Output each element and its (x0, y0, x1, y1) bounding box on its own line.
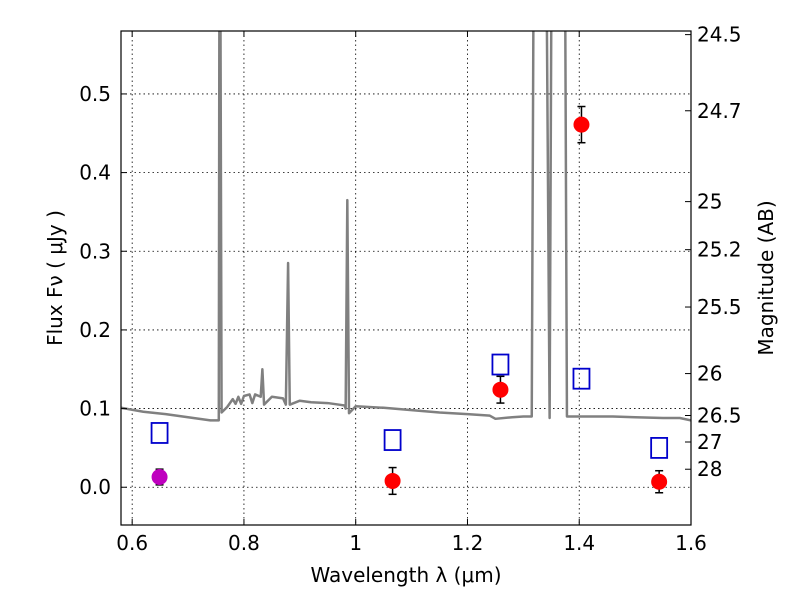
y2-tick-label: 25.5 (697, 295, 742, 319)
plot-frame (120, 30, 692, 526)
x-tick-label: 0.8 (228, 531, 260, 555)
model-photometry-square (383, 429, 402, 451)
y2-tick-label: 26 (697, 362, 722, 386)
y2-axis-label: Magnitude (AB) (754, 200, 778, 355)
observed-flux-point (651, 473, 668, 490)
y-tick-label: 0.3 (79, 239, 111, 263)
y-axis-label: Flux Fν ( μJy ) (43, 210, 67, 346)
model-photometry-square (572, 367, 591, 390)
y2-tick-label: 24.5 (697, 23, 742, 47)
x-tick-label: 1.2 (452, 531, 484, 555)
observed-flux-point (384, 472, 401, 489)
x-tick-label: 1 (349, 531, 362, 555)
y-tick-label: 0.0 (79, 475, 111, 499)
y2-tick-label: 26.5 (697, 404, 742, 428)
x-tick-label: 1.4 (563, 531, 595, 555)
y2-tick-label: 25 (697, 190, 722, 214)
points-layer (150, 105, 669, 496)
model-photometry-square (650, 437, 669, 459)
y2-tick-label: 25.2 (697, 238, 742, 262)
x-tick-label: 1.6 (675, 531, 707, 555)
observed-flux-point (573, 116, 590, 133)
model-photometry-square (491, 353, 510, 376)
y-tick-label: 0.1 (79, 397, 111, 421)
plot-background (121, 31, 691, 525)
observed-flux-point (151, 469, 168, 486)
y-tick-label: 0.5 (79, 82, 111, 106)
y2-tick-label: 27 (697, 430, 722, 454)
model-photometry-square (150, 422, 169, 444)
observed-flux-point (492, 381, 509, 398)
y2-tick-label: 24.7 (697, 99, 742, 123)
model-spectrum-line (121, 31, 691, 422)
x-axis-label: Wavelength λ (μm) (310, 563, 501, 587)
x-tick-label: 0.6 (116, 531, 148, 555)
y-tick-label: 0.4 (79, 161, 111, 185)
y-tick-label: 0.2 (79, 318, 111, 342)
y2-tick-label: 28 (697, 457, 722, 481)
data-layer (121, 31, 691, 422)
axes: 0.6 0.8 1 1.2 1.4 1.6 0.0 0.1 0.2 0.3 0.4 0.5 24.5 24… (79, 23, 741, 555)
